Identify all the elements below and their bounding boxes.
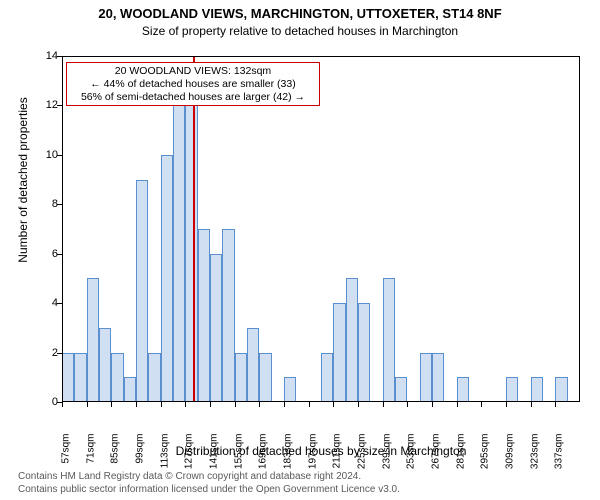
x-tick-label: 281sqm xyxy=(455,434,466,478)
chart-title-line1: 20, WOODLAND VIEWS, MARCHINGTON, UTTOXET… xyxy=(0,6,600,21)
x-tick-mark xyxy=(481,402,482,407)
x-tick-mark xyxy=(407,402,408,407)
footer-line-1: Contains HM Land Registry data © Crown c… xyxy=(18,471,400,484)
x-tick-mark xyxy=(62,402,63,407)
callout-line-1: 20 WOODLAND VIEWS: 132sqm xyxy=(69,65,317,78)
x-tick-mark xyxy=(383,402,384,407)
callout-line-3: 56% of semi-detached houses are larger (… xyxy=(69,91,317,104)
y-axis-label: Number of detached properties xyxy=(16,30,30,330)
plot-area xyxy=(62,56,580,402)
x-tick-mark xyxy=(309,402,310,407)
x-tick-mark xyxy=(111,402,112,407)
chart-title-line2: Size of property relative to detached ho… xyxy=(0,24,600,38)
x-tick-mark xyxy=(136,402,137,407)
callout-box: 20 WOODLAND VIEWS: 132sqm ← 44% of detac… xyxy=(66,62,320,106)
x-tick-mark xyxy=(161,402,162,407)
x-tick-mark xyxy=(210,402,211,407)
x-tick-label: 295sqm xyxy=(480,434,491,478)
x-tick-label: 267sqm xyxy=(431,434,442,478)
x-tick-mark xyxy=(457,402,458,407)
footer-line-2: Contains public sector information licen… xyxy=(18,484,400,497)
x-tick-label: 323sqm xyxy=(529,434,540,478)
footer-attribution: Contains HM Land Registry data © Crown c… xyxy=(18,471,400,496)
x-tick-mark xyxy=(87,402,88,407)
plot-border xyxy=(62,56,580,402)
x-tick-mark xyxy=(235,402,236,407)
x-tick-mark xyxy=(432,402,433,407)
x-tick-mark xyxy=(259,402,260,407)
x-tick-mark xyxy=(506,402,507,407)
x-tick-mark xyxy=(185,402,186,407)
x-tick-mark xyxy=(284,402,285,407)
x-tick-label: 253sqm xyxy=(406,434,417,478)
x-tick-label: 337sqm xyxy=(554,434,565,478)
x-tick-label: 309sqm xyxy=(505,434,516,478)
x-tick-mark xyxy=(333,402,334,407)
x-tick-mark xyxy=(555,402,556,407)
x-tick-mark xyxy=(531,402,532,407)
x-tick-mark xyxy=(358,402,359,407)
callout-line-2: ← 44% of detached houses are smaller (33… xyxy=(69,78,317,91)
